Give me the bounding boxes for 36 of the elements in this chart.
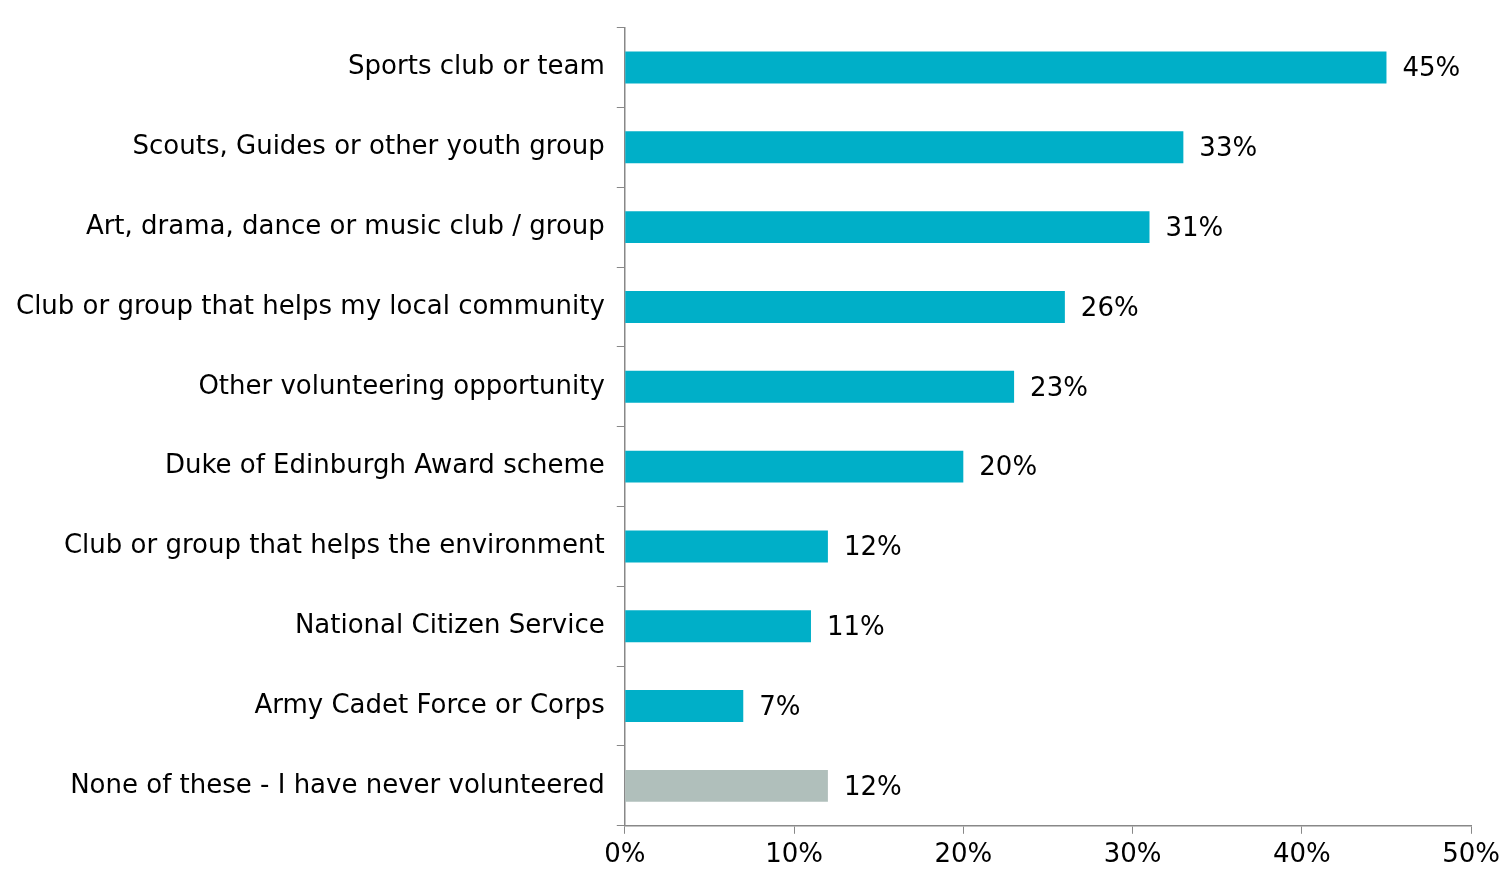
bar: [625, 450, 964, 483]
bar: [625, 211, 1150, 244]
data-label: 23%: [1030, 371, 1088, 402]
bar: [625, 690, 744, 723]
y-tick-label: Sports club or team: [348, 50, 605, 81]
y-tick-label: Other volunteering opportunity: [198, 369, 605, 400]
x-tick-label: 50%: [1442, 838, 1500, 869]
y-tick-label: Club or group that helps the environment: [63, 529, 605, 560]
data-label: 26%: [1080, 291, 1139, 322]
y-tick-label: None of these - I have never volunteered: [70, 768, 605, 799]
bar: [625, 51, 1387, 84]
x-tick-label: 0%: [604, 838, 646, 869]
y-tick-label: Army Cadet Force or Corps: [254, 688, 605, 719]
data-label: 12%: [843, 531, 902, 562]
bar: [625, 610, 811, 643]
data-label: 12%: [843, 770, 902, 801]
data-label: 33%: [1199, 132, 1258, 163]
bar: [625, 370, 1015, 403]
bar: [625, 530, 828, 563]
bar: [625, 291, 1065, 323]
x-tick-label: 40%: [1272, 838, 1331, 869]
y-tick-label: Duke of Edinburgh Award scheme: [164, 449, 605, 480]
data-label: 7%: [759, 690, 801, 721]
y-tick-label: Club or group that helps my local community: [15, 289, 605, 320]
data-label: 11%: [826, 611, 885, 641]
bar: [625, 769, 828, 802]
x-tick-label: 20%: [934, 838, 993, 869]
y-tick-label: Scouts, Guides or other youth group: [132, 130, 605, 161]
data-label: 31%: [1165, 211, 1224, 242]
y-tick-label: Art, drama, dance or music club / group: [85, 209, 605, 240]
x-tick-label: 30%: [1103, 838, 1162, 869]
bar: [625, 131, 1184, 164]
data-label: 20%: [979, 451, 1038, 482]
x-tick-label: 10%: [765, 838, 823, 869]
data-label: 45%: [1402, 52, 1461, 83]
y-tick-label: National Citizen Service: [294, 609, 605, 639]
